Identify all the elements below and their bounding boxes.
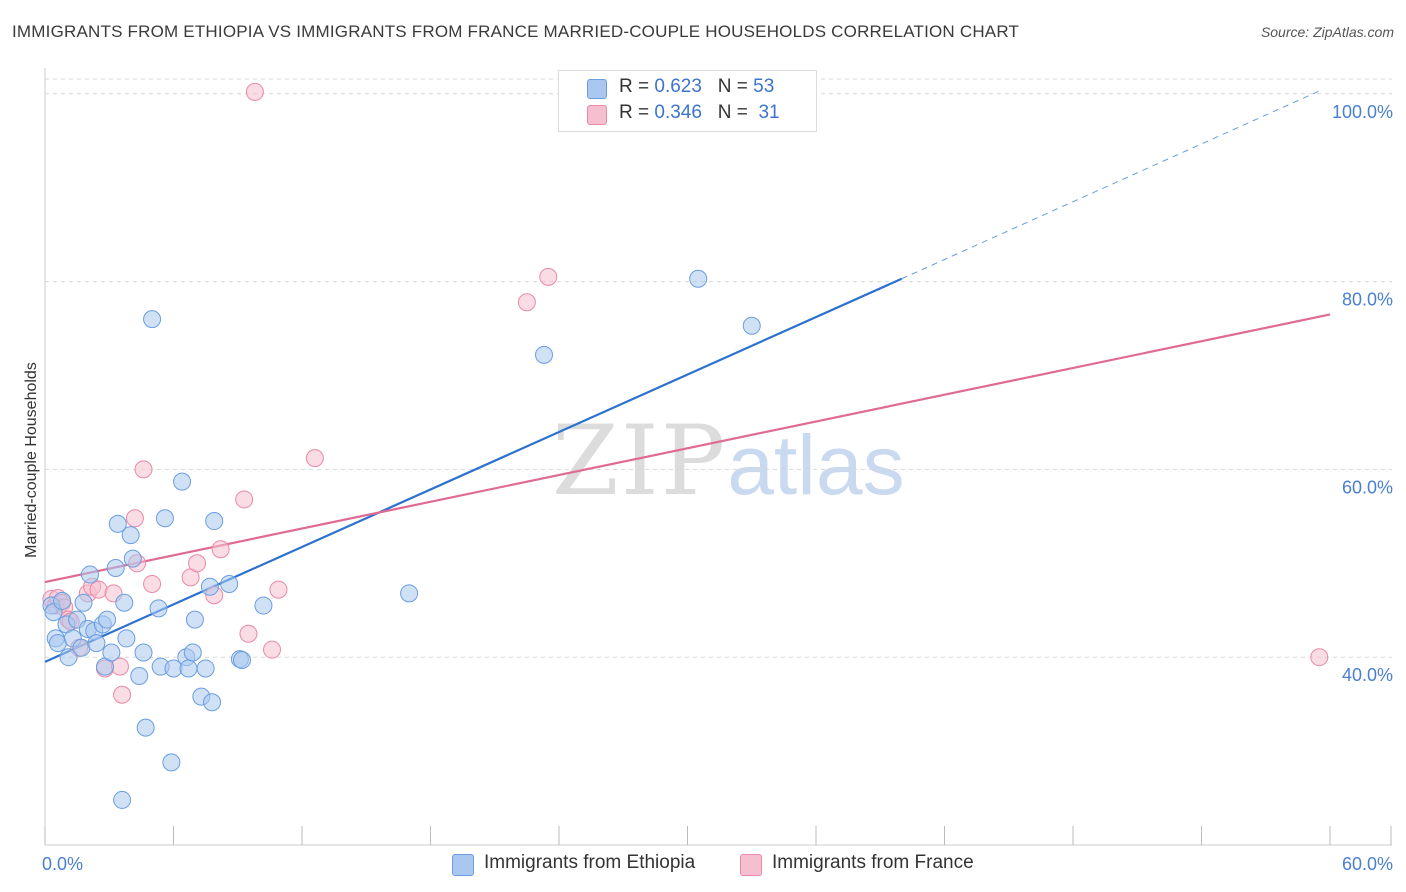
n-value-ethiopia: 53	[753, 76, 775, 97]
r-value-france: 0.346	[654, 102, 702, 123]
ethiopia-point-40	[196, 659, 215, 678]
ethiopia-swatch	[587, 79, 607, 99]
ethiopia-point-31	[155, 509, 174, 528]
ethiopia-point-29	[149, 599, 168, 618]
france-point-10	[89, 580, 108, 599]
ethiopia-point-6	[59, 648, 78, 667]
ethiopia-point-42	[203, 693, 222, 712]
france-point-27	[305, 449, 324, 468]
ethiopia-point-32	[162, 753, 181, 772]
ethiopia-point-48	[113, 790, 132, 809]
n-label: N =	[717, 102, 748, 123]
ethiopia-point-51	[689, 269, 708, 288]
ethiopia-point-37	[183, 643, 202, 662]
legend-text-france: R = 0.346 N = 31	[619, 102, 780, 124]
ethiopia-point-43	[205, 512, 224, 531]
france-point-18	[143, 574, 162, 593]
ethiopia-point-25	[130, 666, 149, 685]
x-tick-label-min: 0.0%	[42, 854, 83, 874]
ethiopia-point-22	[117, 629, 136, 648]
ethiopia-point-34	[173, 472, 192, 491]
ethiopia-point-12	[80, 565, 99, 584]
ethiopia-legend-swatch	[452, 854, 474, 876]
ethiopia-point-21	[115, 593, 134, 612]
ethiopia-point-47	[254, 596, 273, 615]
france-swatch	[587, 105, 607, 125]
ethiopia-point-38	[185, 610, 204, 629]
trend-lines	[44, 90, 1331, 663]
france-legend-swatch	[740, 854, 762, 876]
france-point-24	[239, 624, 258, 643]
france-point-14	[113, 685, 132, 704]
france-point-22	[211, 540, 230, 559]
tick-labels: 40.0% 60.0% 80.0% 100.0% 0.0% 60.0% Married-co…	[23, 102, 1393, 874]
y-tick-label-40: 40.0%	[1342, 665, 1393, 685]
ethiopia-point-19	[106, 558, 125, 577]
france-point-26	[269, 580, 288, 599]
y-tick-label-60: 60.0%	[1342, 477, 1393, 497]
ethiopia-point-27	[136, 718, 155, 737]
france-point-15	[125, 509, 144, 528]
ethiopia-point-44	[220, 574, 239, 593]
n-label: N =	[717, 76, 748, 97]
ethiopia-point-14	[87, 634, 106, 653]
x-tick-label-max: 60.0%	[1342, 854, 1393, 874]
ethiopia-point-28	[143, 310, 162, 329]
ethiopia-point-41	[200, 577, 219, 596]
ethiopia-point-36	[179, 659, 198, 678]
france-point-25	[263, 640, 282, 659]
ethiopia-trend-extension	[901, 90, 1320, 280]
legend-text-ethiopia: R = 0.623 N = 53	[619, 76, 774, 98]
france-trend-line	[44, 313, 1331, 584]
r-label: R =	[619, 102, 650, 123]
france-point-28	[517, 293, 536, 312]
ethiopia-point-23	[121, 526, 140, 545]
ethiopia-point-50	[535, 345, 554, 364]
ethiopia-point-52	[742, 316, 761, 335]
n-value-france: 31	[758, 102, 780, 123]
france-point-17	[134, 460, 153, 479]
france-point-20	[188, 554, 207, 573]
ethiopia-legend-label: Immigrants from Ethiopia	[484, 852, 696, 873]
y-axis-label: Married-couple Households	[23, 362, 40, 558]
france-point-23	[235, 490, 254, 509]
ethiopia-point-17	[98, 610, 117, 629]
ethiopia-point-49	[400, 584, 419, 603]
france-point-32	[1310, 648, 1329, 667]
source-credit: Source: ZipAtlas.com	[1260, 24, 1394, 40]
r-label: R =	[619, 76, 650, 97]
ethiopia-point-3	[48, 634, 67, 653]
data-points	[42, 80, 1329, 809]
ethiopia-trend-line	[44, 277, 903, 663]
france-point-30	[245, 82, 264, 101]
correlation-legend: R = 0.623 N = 53 R = 0.346 N = 31	[558, 70, 817, 132]
y-tick-label-100: 100.0%	[1332, 102, 1393, 122]
y-tick-label-80: 80.0%	[1342, 290, 1393, 310]
france-point-29	[539, 267, 558, 286]
r-value-ethiopia: 0.623	[654, 76, 702, 97]
ethiopia-point-24	[123, 549, 142, 568]
ethiopia-point-18	[102, 643, 121, 662]
ethiopia-point-46	[233, 651, 252, 670]
ethiopia-point-4	[53, 591, 72, 610]
ethiopia-point-9	[72, 638, 91, 657]
ethiopia-point-10	[74, 593, 93, 612]
ethiopia-point-20	[108, 514, 127, 533]
chart-title: IMMIGRANTS FROM ETHIOPIA VS IMMIGRANTS F…	[12, 22, 1020, 41]
axes	[44, 68, 1392, 846]
ethiopia-point-26	[134, 643, 153, 662]
france-legend-label: Immigrants from France	[772, 852, 974, 873]
